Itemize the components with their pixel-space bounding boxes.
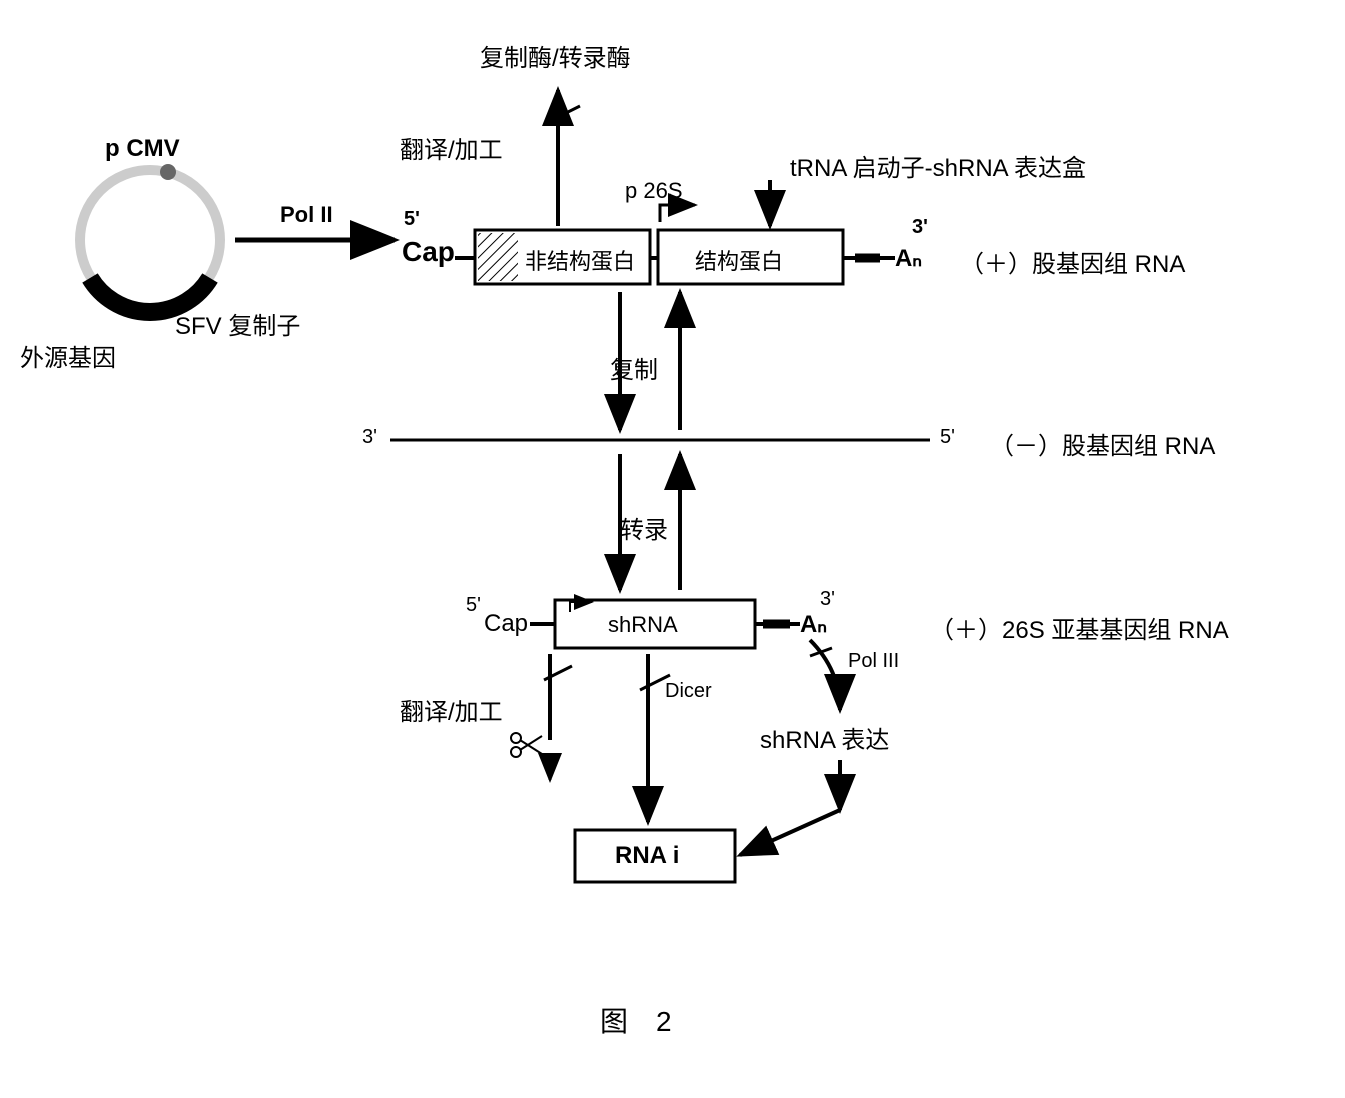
- shrna-express-label: shRNA 表达: [760, 720, 889, 755]
- cap-1: Cap: [402, 236, 455, 268]
- p26s-arrow: [660, 205, 695, 222]
- an-1: Aₙ: [895, 244, 922, 273]
- nonstructural-label: 非结构蛋白: [525, 244, 635, 276]
- minus-genomic-label: （－）股基因组 RNA: [990, 426, 1215, 461]
- replicase-label: 复制酶/转录酶: [480, 38, 631, 73]
- five-prime-1: 5': [404, 208, 420, 231]
- minus-5prime: 5': [940, 426, 955, 449]
- p26s-label: p 26S: [625, 178, 683, 204]
- sfv-label: SFV 复制子: [175, 306, 300, 341]
- rnai-label: RNA i: [615, 842, 679, 870]
- three-prime-2: 3': [820, 588, 835, 611]
- three-prime-1: 3': [912, 216, 928, 239]
- an-2: Aₙ: [800, 610, 827, 639]
- transcription-label: 转录: [620, 510, 668, 545]
- plus-genomic-label: （＋）股基因组 RNA: [960, 244, 1185, 279]
- five-prime-2: 5': [466, 594, 481, 617]
- pol3-label: Pol III: [848, 650, 899, 673]
- shrna-label: shRNA: [608, 612, 678, 638]
- pol2-label: Pol II: [280, 202, 333, 228]
- diagram-svg: [0, 0, 1345, 1098]
- pol3-arrow: [810, 640, 840, 710]
- pcmv-dot: [160, 164, 176, 180]
- pcmv-label: p CMV: [105, 135, 180, 163]
- plus-26s-label: （＋）26S 亚基基因组 RNA: [930, 610, 1229, 645]
- dicer-label: Dicer: [665, 680, 712, 703]
- cap-2: Cap: [484, 610, 528, 638]
- cassette-label: tRNA 启动子-shRNA 表达盒: [790, 148, 1086, 183]
- replication-label: 复制: [610, 350, 658, 385]
- minus-3prime: 3': [362, 426, 377, 449]
- scissors-icon: [511, 733, 542, 757]
- structural-label: 结构蛋白: [695, 244, 783, 276]
- plasmid-ring: [80, 170, 220, 310]
- foreign-gene-label: 外源基因: [20, 338, 116, 373]
- translation2-label: 翻译/加工: [400, 692, 503, 727]
- figure-label: 图 2: [600, 1000, 672, 1040]
- hatch-region: [478, 233, 518, 281]
- translation-label: 翻译/加工: [400, 130, 503, 165]
